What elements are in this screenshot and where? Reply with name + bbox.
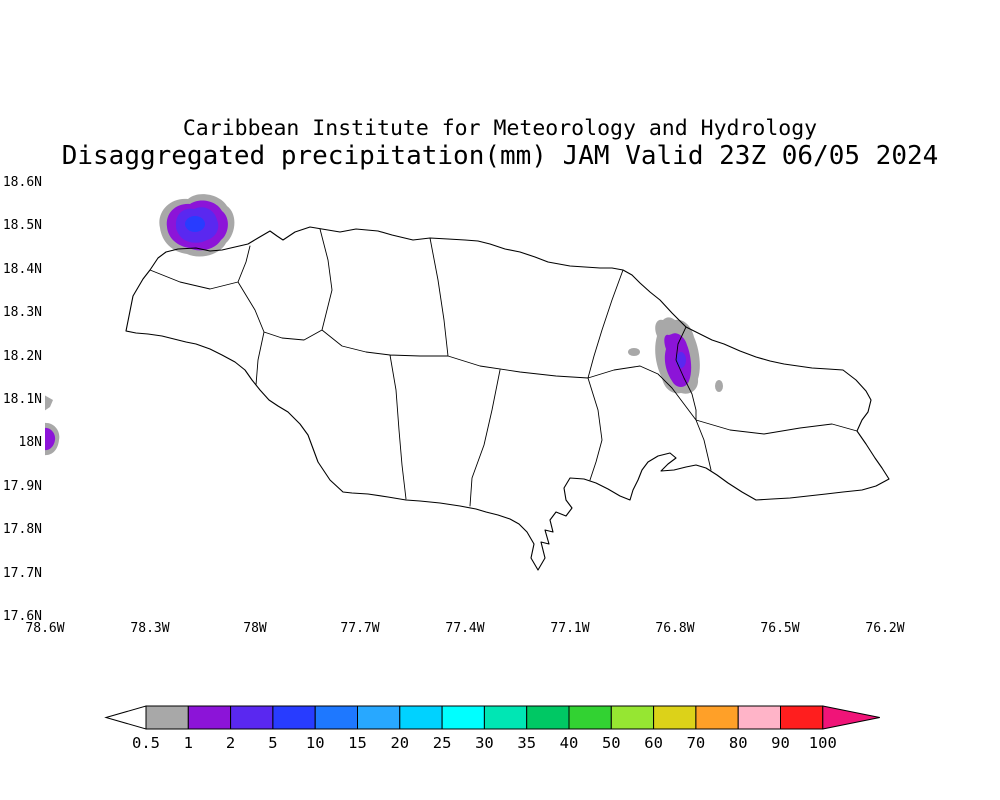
colorbar-tick-label: 80 (729, 734, 748, 752)
y-tick-label: 18.2N (2, 348, 42, 364)
parish-boundaries (149, 228, 858, 507)
precip-cell-west-purple (45, 427, 56, 451)
colorbar-segment (483, 705, 528, 730)
colorbar-tick-label: 30 (475, 734, 494, 752)
y-tick-label: 18.5N (2, 218, 42, 234)
x-tick-label: 78.6W (25, 621, 65, 636)
colorbar-tick-label: 10 (306, 734, 325, 752)
colorbar-segment (357, 705, 401, 730)
precip-cell-ne-blue-core (676, 352, 686, 368)
colorbar-tick-label: 20 (390, 734, 409, 752)
precip-dot-gray-west (628, 348, 640, 356)
colorbar-segment (441, 705, 485, 730)
colorbar-tick-label: 2 (226, 734, 235, 752)
y-tick-label: 17.9N (2, 478, 42, 494)
x-tick-label: 78W (243, 621, 267, 636)
colorbar-tick-label: 35 (517, 734, 536, 752)
y-tick-label: 17.7N (2, 565, 42, 581)
x-tick-label: 76.5W (760, 621, 800, 636)
colorbar-segment (653, 705, 697, 730)
colorbar-tick-label: 40 (560, 734, 579, 752)
colorbar-tick-label: 15 (348, 734, 367, 752)
colorbar-segment (526, 705, 570, 730)
colorbar-segment (780, 705, 824, 730)
colorbar-segment (610, 705, 655, 730)
y-tick-label: 18.4N (2, 261, 42, 277)
colorbar-left-arrow (104, 705, 147, 730)
x-tick-label: 77.4W (445, 621, 485, 636)
colorbar-segment (695, 705, 739, 730)
colorbar-tick-label: 100 (809, 734, 837, 752)
y-tick-label: 17.8N (2, 522, 42, 538)
colorbar-tick-label: 5 (268, 734, 277, 752)
y-tick-label: 18.1N (2, 392, 42, 407)
colorbar-segment (568, 705, 612, 730)
x-tick-label: 78.3W (130, 621, 170, 636)
colorbar-tick-label: 70 (687, 734, 706, 752)
precip-cell-nw-blue-core (185, 216, 205, 232)
colorbar-segment (272, 705, 316, 730)
colorbar-tick-label: 0.5 (132, 734, 160, 752)
colorbar-legend: 0.5 1 2 5 10 15 20 25 30 35 40 50 60 70 80 90 100 (104, 705, 880, 752)
colorbar-segment (737, 705, 782, 730)
colorbar-tick-label: 50 (602, 734, 621, 752)
precip-shading-layer (45, 194, 723, 456)
colorbar-tick-label: 90 (771, 734, 790, 752)
colorbar-segment (145, 705, 189, 730)
y-tick-label: 18N (18, 435, 42, 451)
product-title: Disaggregated precipitation(mm) JAM Vali… (61, 141, 939, 171)
colorbar-segment (230, 705, 274, 730)
x-tick-label: 77.7W (340, 621, 380, 636)
colorbar-segment (399, 705, 443, 730)
org-title: Caribbean Institute for Meteorology and … (182, 116, 818, 141)
colorbar-right-arrow (822, 705, 880, 730)
y-tick-label: 17.6N (2, 609, 42, 624)
y-tick-label: 18.3N (2, 305, 42, 321)
colorbar-segment (314, 705, 359, 730)
colorbar-tick-label: 60 (644, 734, 663, 752)
y-tick-label: 18.6N (2, 175, 42, 190)
precip-dot-gray-southeast (715, 380, 723, 392)
jamaica-coastline (125, 226, 890, 571)
colorbar-tick-label: 25 (433, 734, 452, 752)
x-tick-label: 76.8W (655, 621, 695, 636)
colorbar-segment (187, 705, 232, 730)
x-tick-label: 77.1W (550, 621, 590, 636)
x-tick-label: 76.2W (865, 621, 905, 636)
precip-cell-west-wedge-gray (45, 395, 53, 411)
colorbar-tick-label: 1 (184, 734, 193, 752)
